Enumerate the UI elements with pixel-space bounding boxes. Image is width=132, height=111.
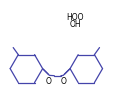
Text: HOO: HOO — [66, 13, 84, 22]
Text: OH: OH — [70, 20, 82, 29]
Text: O: O — [61, 77, 67, 86]
Text: O: O — [46, 77, 52, 86]
